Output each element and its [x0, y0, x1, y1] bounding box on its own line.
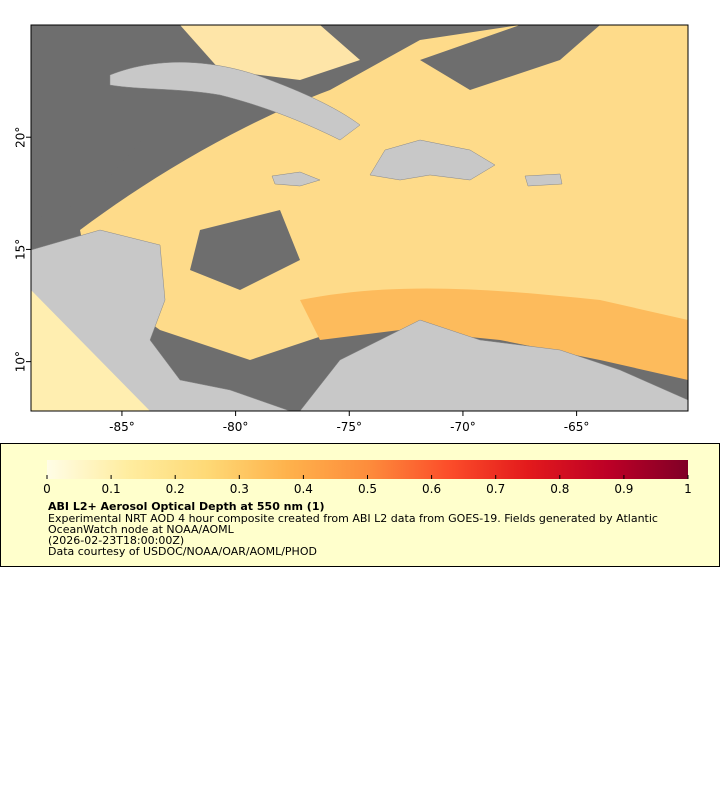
legend-description: OceanWatch node at NOAA/AOML — [48, 523, 235, 536]
x-tick-label: -65° — [564, 420, 590, 434]
no-data — [190, 210, 300, 290]
colorbar-tick-label: 0 — [43, 482, 51, 496]
colorbar-tick-label: 0.8 — [550, 482, 569, 496]
colorbar-tick-label: 0.3 — [230, 482, 249, 496]
no-data — [420, 25, 600, 90]
x-tick-label: -75° — [336, 420, 362, 434]
colorbar-tick-label: 1 — [684, 482, 692, 496]
map-frame — [30, 24, 689, 412]
colorbar-tick-label: 0.6 — [422, 482, 441, 496]
aerosol-field — [300, 288, 688, 380]
colorbar-tick-label: 0.4 — [294, 482, 313, 496]
y-tick-label: 10° — [14, 351, 28, 372]
legend-description: Experimental NRT AOD 4 hour composite cr… — [48, 512, 658, 525]
land — [271, 171, 321, 187]
colorbar — [47, 460, 688, 479]
aerosol-field — [180, 25, 360, 80]
land — [109, 62, 361, 141]
x-tick-label: -85° — [109, 420, 135, 434]
legend-description: (2026-02-23T18:00:00Z) — [48, 534, 184, 547]
land — [299, 319, 688, 411]
colorbar-tick-label: 0.5 — [358, 482, 377, 496]
y-tick-label: 20° — [14, 127, 28, 148]
aerosol-field — [31, 290, 150, 411]
colorbar-tick-label: 0.7 — [486, 482, 505, 496]
colorbar-tick-label: 0.1 — [102, 482, 121, 496]
land — [369, 139, 496, 181]
y-tick-label: 15° — [14, 239, 28, 260]
colorbar-tick-label: 0.2 — [166, 482, 185, 496]
legend-text: ABI L2+ Aerosol Optical Depth at 550 nm … — [48, 500, 658, 558]
x-tick-label: -80° — [223, 420, 249, 434]
x-tick-label: -70° — [450, 420, 476, 434]
legend-description: Data courtesy of USDOC/NOAA/OAR/AOML/PHO… — [48, 545, 317, 558]
legend-title: ABI L2+ Aerosol Optical Depth at 550 nm … — [48, 500, 325, 513]
land — [524, 173, 563, 187]
colorbar-tick-label: 0.9 — [614, 482, 633, 496]
map-raster — [31, 25, 688, 411]
